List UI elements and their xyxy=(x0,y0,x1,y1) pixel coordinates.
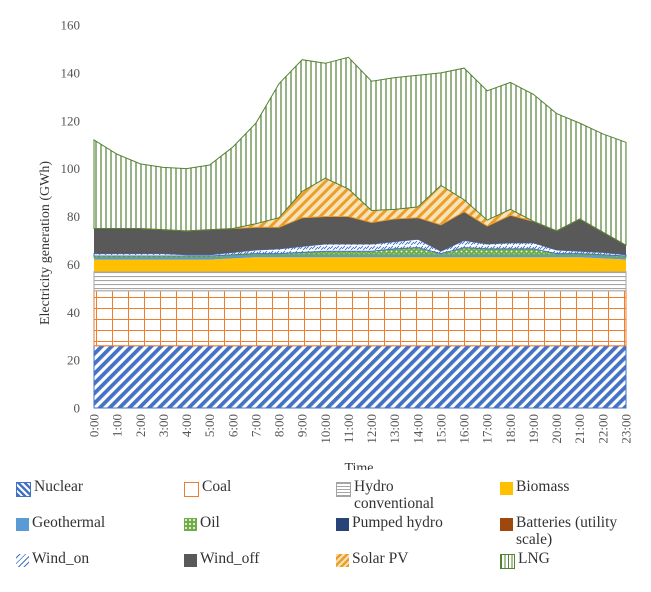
area-lng xyxy=(93,56,627,247)
legend-label: Nuclear xyxy=(34,478,84,495)
area-coal xyxy=(93,290,627,347)
x-tick-label: 15:00 xyxy=(433,414,448,444)
legend-label: Oil xyxy=(200,514,220,531)
legend-item-wind-off: Wind_off xyxy=(184,550,344,590)
legend-item-hydro-conventional: Hydro conventional xyxy=(336,478,496,518)
legend-swatch xyxy=(16,518,29,531)
y-tick-label: 20 xyxy=(67,353,80,368)
legend-swatch xyxy=(184,554,197,567)
x-tick-label: 7:00 xyxy=(248,414,263,437)
legend-label: Solar PV xyxy=(352,550,409,567)
legend-item-batteries-utility-scale: Batteries (utility scale) xyxy=(500,514,651,554)
legend-label: Biomass xyxy=(516,478,570,495)
x-tick-label: 17:00 xyxy=(480,414,495,444)
y-tick-label: 120 xyxy=(61,113,81,128)
y-tick-label: 40 xyxy=(67,305,80,320)
legend-item-nuclear: Nuclear xyxy=(16,478,176,518)
legend-label: Wind_on xyxy=(32,550,90,567)
x-tick-label: 9:00 xyxy=(295,414,310,437)
area-wind-off xyxy=(94,211,626,255)
legend-item-solar-pv: Solar PV xyxy=(336,550,496,590)
legend-label: Hydro conventional xyxy=(354,478,435,512)
legend-swatch xyxy=(336,554,349,567)
legend-swatch xyxy=(336,482,351,497)
area-biomass xyxy=(94,257,626,272)
legend-swatch xyxy=(184,482,199,497)
legend-label: LNG xyxy=(518,550,550,567)
x-tick-label: 18:00 xyxy=(503,414,518,444)
y-tick-label: 80 xyxy=(67,209,80,224)
y-tick-label: 140 xyxy=(61,65,81,80)
x-tick-label: 10:00 xyxy=(318,414,333,444)
legend-label: Pumped hydro xyxy=(352,514,443,531)
legend-swatch xyxy=(500,518,513,531)
x-tick-label: 11:00 xyxy=(341,414,356,443)
y-tick-label: 60 xyxy=(67,257,80,272)
area-geothermal xyxy=(94,254,626,260)
x-tick-label: 0:00 xyxy=(87,414,102,437)
y-tick-label: 100 xyxy=(61,161,81,176)
legend-item-lng: LNG xyxy=(500,550,651,590)
legend-item-oil: Oil xyxy=(184,514,344,554)
area-hydro-conventional xyxy=(93,271,627,292)
x-tick-label: 13:00 xyxy=(387,414,402,444)
y-tick-label: 0 xyxy=(74,401,81,416)
x-tick-label: 23:00 xyxy=(619,414,634,444)
x-tick-label: 22:00 xyxy=(595,414,610,444)
chart: 0 20 40 60 80 100 120 140 160 0:00 1:00 2:00 3:00 4:… xyxy=(38,18,634,471)
x-tick-label: 8:00 xyxy=(272,414,287,437)
area-nuclear xyxy=(93,345,627,409)
x-tick-label: 19:00 xyxy=(526,414,541,444)
legend-item-pumped-hydro: Pumped hydro xyxy=(336,514,496,554)
legend-label: Coal xyxy=(202,478,232,495)
legend-swatch xyxy=(184,518,197,531)
x-tick-label: 14:00 xyxy=(410,414,425,444)
legend-item-coal: Coal xyxy=(184,478,344,518)
x-tick-label: 20:00 xyxy=(549,414,564,444)
x-tick-label: 5:00 xyxy=(202,414,217,437)
legend-swatch xyxy=(336,518,349,531)
legend-label: Geothermal xyxy=(32,514,106,531)
legend-item-wind-on: Wind_on xyxy=(16,550,176,590)
x-tick-label: 12:00 xyxy=(364,414,379,444)
x-tick-label: 6:00 xyxy=(225,414,240,437)
legend-label: Batteries (utility scale) xyxy=(516,514,618,548)
x-tick-label: 21:00 xyxy=(572,414,587,444)
x-tick-label: 4:00 xyxy=(179,414,194,437)
legend-swatch xyxy=(16,482,31,497)
x-tick-label: 3:00 xyxy=(156,414,171,437)
legend-swatch xyxy=(16,554,29,567)
x-tick-label: 1:00 xyxy=(110,414,125,437)
legend-item-geothermal: Geothermal xyxy=(16,514,176,554)
legend-swatch xyxy=(500,482,513,495)
x-axis-title: Time xyxy=(344,461,373,470)
y-tick-label: 160 xyxy=(61,18,81,33)
y-axis-title: Electricity generation (GWh) xyxy=(38,161,53,325)
x-tick-label: 16:00 xyxy=(457,414,472,444)
legend-item-biomass: Biomass xyxy=(500,478,651,518)
legend-label: Wind_off xyxy=(200,550,260,567)
legend-swatch xyxy=(500,554,515,569)
x-tick-label: 2:00 xyxy=(133,414,148,437)
